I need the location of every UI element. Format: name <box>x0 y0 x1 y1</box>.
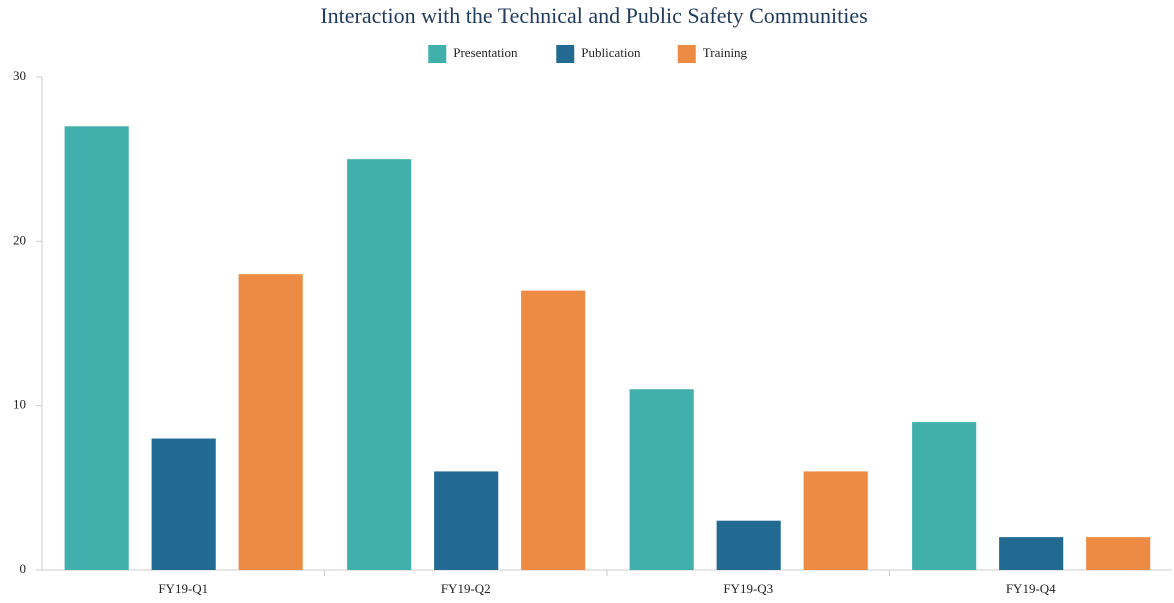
chart-title: Interaction with the Technical and Publi… <box>320 3 867 28</box>
bar <box>238 274 303 570</box>
legend-label: Presentation <box>453 45 518 60</box>
bar <box>434 471 499 570</box>
x-tick-label: FY19-Q3 <box>723 581 773 596</box>
legend-label: Training <box>703 45 748 60</box>
bar <box>912 422 977 570</box>
bar <box>1086 537 1151 570</box>
bar <box>521 290 586 570</box>
bar <box>347 159 412 570</box>
bar <box>999 537 1064 570</box>
y-tick-label: 30 <box>13 68 26 83</box>
legend-label: Publication <box>581 45 641 60</box>
bar <box>629 389 694 570</box>
x-tick-label: FY19-Q2 <box>441 581 491 596</box>
y-tick-label: 10 <box>13 397 26 412</box>
legend-swatch <box>556 45 575 63</box>
bar <box>803 471 868 570</box>
bar <box>64 126 129 571</box>
y-tick-label: 20 <box>13 232 26 247</box>
bar <box>151 438 216 570</box>
x-tick-label: FY19-Q1 <box>158 581 208 596</box>
legend-swatch <box>677 45 696 63</box>
bar <box>716 520 781 570</box>
legend-swatch <box>428 45 447 63</box>
x-tick-label: FY19-Q4 <box>1006 581 1056 596</box>
y-tick-label: 0 <box>20 561 27 576</box>
